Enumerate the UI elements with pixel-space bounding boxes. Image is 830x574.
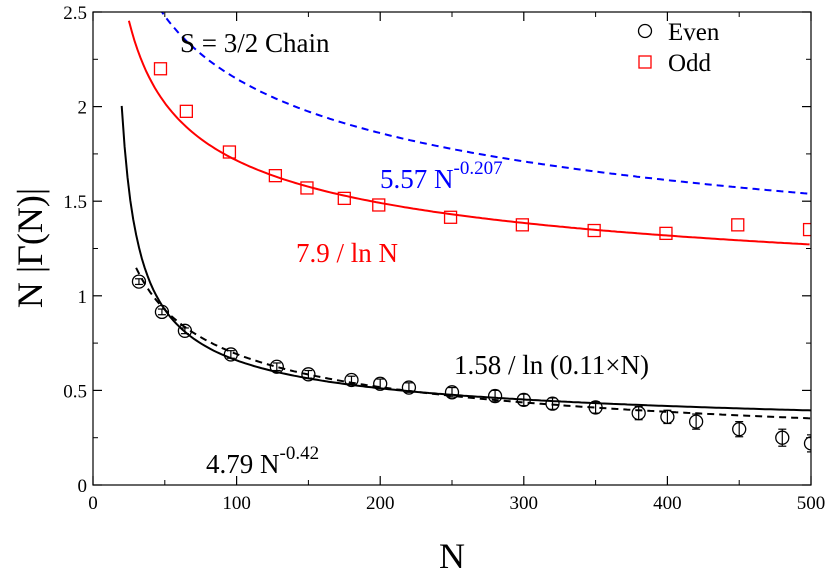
even-point xyxy=(775,430,790,445)
fit-label-power-even: 4.79 N-0.42 xyxy=(206,443,319,479)
x-tick-label: 0 xyxy=(88,493,98,514)
odd-point xyxy=(659,226,673,241)
odd-point xyxy=(443,210,458,224)
odd-point xyxy=(300,181,314,195)
fit-curve xyxy=(160,12,810,195)
x-tick-label: 200 xyxy=(366,493,395,514)
series-even xyxy=(131,274,811,453)
legend-odd-marker xyxy=(638,55,652,69)
even-point xyxy=(631,405,646,421)
even-point xyxy=(401,380,417,395)
y-tick-label: 0 xyxy=(78,476,88,497)
odd-point xyxy=(153,62,168,76)
y-tick-label: 1.5 xyxy=(63,192,87,213)
fit-label-log-odd: 7.9 / ln N xyxy=(296,238,398,268)
even-point xyxy=(269,359,284,374)
even-point xyxy=(516,392,531,408)
y-tick-label: 2 xyxy=(78,98,88,119)
even-point xyxy=(223,347,239,362)
legend-even-label: Even xyxy=(668,19,720,46)
odd-point xyxy=(802,222,811,237)
fit-label-power-odd-base: 5.57 N xyxy=(380,164,454,194)
odd-point xyxy=(179,104,193,118)
plot-frame xyxy=(92,11,812,486)
odd-point xyxy=(731,218,745,232)
fit-label-power-even-base: 4.79 N xyxy=(206,449,280,479)
fit-curves xyxy=(120,12,811,420)
x-tick-label: 400 xyxy=(653,493,682,514)
even-point xyxy=(154,304,170,320)
legend-even-marker xyxy=(637,23,653,39)
even-point xyxy=(487,388,503,404)
fit-curve xyxy=(135,267,811,420)
y-tick-label: 1 xyxy=(78,287,88,308)
x-tick-label: 300 xyxy=(510,493,539,514)
fit-label-power-even-exponent: -0.42 xyxy=(280,443,320,464)
odd-point xyxy=(222,145,237,159)
even-point xyxy=(732,422,747,437)
legend-odd-label: Odd xyxy=(668,50,712,77)
even-point xyxy=(660,409,675,425)
fit-label-power-odd: 5.57 N-0.207 xyxy=(380,158,503,194)
plot-area xyxy=(120,12,811,453)
fit-curve xyxy=(127,20,810,246)
even-point xyxy=(131,274,147,289)
even-point xyxy=(301,367,316,382)
y-tick-label: 0.5 xyxy=(63,381,87,402)
even-point xyxy=(588,400,603,415)
odd-point xyxy=(587,223,601,238)
even-point xyxy=(373,376,388,391)
odd-point xyxy=(337,191,351,206)
odd-point xyxy=(268,169,283,183)
even-point xyxy=(444,385,460,400)
odd-point xyxy=(515,218,530,232)
even-point xyxy=(688,414,704,429)
even-point xyxy=(344,372,359,388)
axis-ticks: 0 100 200 300 400 500 0 0.5 1 1.5 2 2.5 xyxy=(63,3,825,514)
x-tick-label: 500 xyxy=(797,493,826,514)
even-point xyxy=(545,396,560,411)
series-odd xyxy=(153,62,811,241)
fit-curve xyxy=(120,105,811,412)
x-axis-label: N xyxy=(439,536,465,574)
odd-point xyxy=(372,198,386,212)
y-tick-label: 2.5 xyxy=(63,3,87,24)
chart-title: S = 3/2 Chain xyxy=(180,28,330,58)
fit-label-power-odd-exponent: -0.207 xyxy=(454,158,503,179)
x-tick-label: 100 xyxy=(222,493,251,514)
legend: Even Odd xyxy=(637,19,720,77)
y-axis-label: N |Γ(N)| xyxy=(10,188,50,308)
even-point xyxy=(803,436,811,451)
even-point xyxy=(177,323,193,338)
fit-label-log-even: 1.58 / ln (0.11×N) xyxy=(454,350,649,380)
